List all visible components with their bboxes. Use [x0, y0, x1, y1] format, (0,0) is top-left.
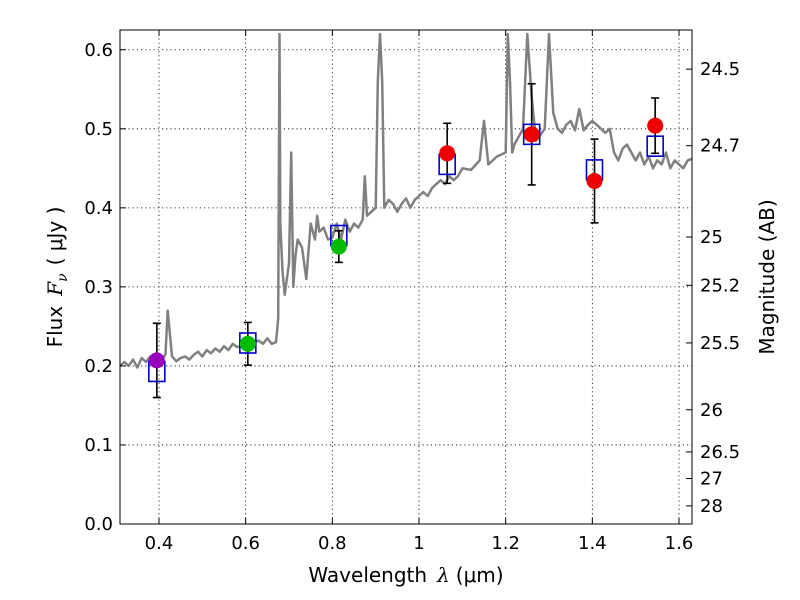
y2-tick-label: 26.5: [700, 442, 740, 463]
y-axis-label-text: Flux: [43, 306, 67, 348]
y-tick-label: 0.6: [84, 40, 113, 61]
plot-frame: [119, 29, 693, 525]
observed-data-point: [330, 238, 347, 255]
x-tick-label: 0.6: [231, 533, 260, 554]
x-axis-label-text: Wavelength: [308, 563, 427, 587]
y2-tick-label: 25.5: [700, 333, 740, 354]
y2-axis-label: Magnitude (AB): [755, 199, 779, 354]
observed-data-point: [586, 172, 603, 189]
y2-tick-label: 28: [700, 496, 723, 517]
observed-data-point: [523, 126, 540, 143]
observed-data-point: [148, 352, 165, 369]
y2-tick-label: 24.5: [700, 59, 740, 80]
grid-lines: [120, 30, 692, 525]
x-tick-label: 0.4: [145, 533, 174, 554]
x-tick-label: 1.6: [665, 533, 694, 554]
observed-photometry-points: [148, 117, 664, 369]
y-axis-label-symbol: F: [43, 281, 67, 297]
x-tick-label: 0.8: [318, 533, 347, 554]
y2-tick-label: 27: [700, 469, 723, 490]
x-tick-label: 1: [413, 533, 424, 554]
y2-tick-label: 24.7: [700, 136, 740, 157]
y-tick-label: 0.0: [84, 514, 113, 535]
axis-ticks: 0.4 0.6 0.8 1 1.2 1.4 1.6 0.0 0.1 0.2 0.3 0.4 0.5 0.6…: [84, 30, 740, 554]
y-axis-label-unit: ( μJy ): [43, 207, 67, 266]
x-tick-label: 1.4: [578, 533, 607, 554]
model-photometry-boxes: [148, 123, 664, 383]
y2-tick-label: 26: [700, 400, 723, 421]
y-axis-label: Flux Fν ( μJy ): [43, 207, 71, 348]
x-axis-label-symbol: λ: [436, 563, 450, 587]
model-photometry-box: [239, 332, 257, 354]
observed-data-point: [239, 335, 256, 352]
y-tick-label: 0.2: [84, 356, 113, 377]
y-axis-label-subscript: ν: [55, 273, 71, 282]
y2-tick-label: 25: [700, 227, 723, 248]
observed-data-point: [439, 145, 456, 162]
y-tick-label: 0.5: [84, 119, 113, 140]
y2-tick-label: 25.2: [700, 275, 740, 296]
model-spectrum-layer: [119, 32, 693, 369]
x-axis-label: Wavelength λ (μm): [308, 563, 503, 587]
model-photometry-box: [646, 135, 664, 157]
observed-data-point: [647, 117, 664, 134]
x-tick-label: 1.2: [491, 533, 520, 554]
x-axis-label-unit: (μm): [456, 563, 504, 587]
y-tick-label: 0.3: [84, 277, 113, 298]
model-spectrum-line: [119, 32, 693, 369]
y-tick-label: 0.4: [84, 198, 113, 219]
y-tick-label: 0.1: [84, 435, 113, 456]
